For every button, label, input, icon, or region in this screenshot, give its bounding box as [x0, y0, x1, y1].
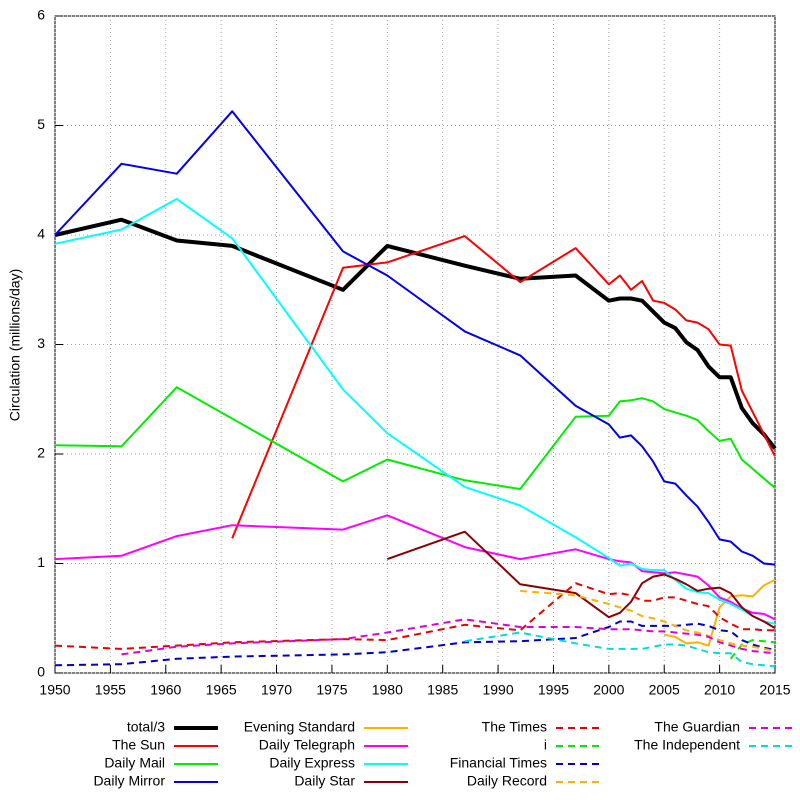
x-tick-label: 2000 [593, 682, 624, 698]
legend-label: Daily Record [467, 773, 547, 789]
series-line [664, 579, 776, 647]
legend-label: i [544, 737, 547, 753]
series-line [464, 631, 776, 668]
series-line [520, 589, 776, 653]
legend-label: Daily Mirror [93, 773, 165, 789]
series-line [54, 386, 776, 490]
series-line [54, 217, 777, 450]
x-tick-label: 1955 [95, 682, 126, 698]
y-tick-label: 1 [37, 554, 45, 570]
x-tick-label: 1995 [538, 682, 569, 698]
x-tick-label: 1985 [427, 682, 458, 698]
legend-label: Financial Times [450, 755, 547, 771]
series-line [54, 110, 776, 566]
legend-label: Daily Star [294, 773, 355, 789]
legend-label: total/3 [127, 719, 165, 735]
legend-label: Daily Telegraph [259, 737, 355, 753]
x-tick-label: 1990 [482, 682, 513, 698]
series-line [54, 620, 776, 667]
legend-label: Daily Express [269, 755, 355, 771]
series-line [231, 235, 776, 539]
x-tick-label: 1970 [261, 682, 292, 698]
legend-label: The Guardian [654, 719, 740, 735]
x-tick-label: 2015 [759, 682, 790, 698]
y-tick-label: 0 [37, 664, 45, 680]
legend-label: Evening Standard [244, 719, 355, 735]
y-tick-label: 3 [37, 335, 45, 351]
x-tick-label: 1960 [150, 682, 181, 698]
x-tick-label: 1975 [316, 682, 347, 698]
x-tick-label: 2005 [649, 682, 680, 698]
x-tick-label: 1950 [39, 682, 70, 698]
x-tick-label: 2010 [704, 682, 735, 698]
legend-label: The Independent [634, 737, 740, 753]
series-line [54, 197, 776, 625]
y-axis-label: Circulation (millions/day) [7, 269, 23, 422]
series-line [121, 618, 776, 656]
x-tick-label: 1965 [206, 682, 237, 698]
series-line [729, 639, 776, 660]
legend-label: The Times [482, 719, 547, 735]
legend-label: Daily Mail [104, 755, 165, 771]
y-tick-label: 5 [37, 116, 45, 132]
y-tick-label: 6 [37, 7, 45, 23]
y-tick-label: 4 [37, 226, 45, 242]
y-tick-label: 2 [37, 445, 45, 461]
legend-label: The Sun [112, 737, 165, 753]
x-tick-label: 1980 [372, 682, 403, 698]
series-line [54, 582, 775, 650]
series-line [54, 514, 776, 621]
